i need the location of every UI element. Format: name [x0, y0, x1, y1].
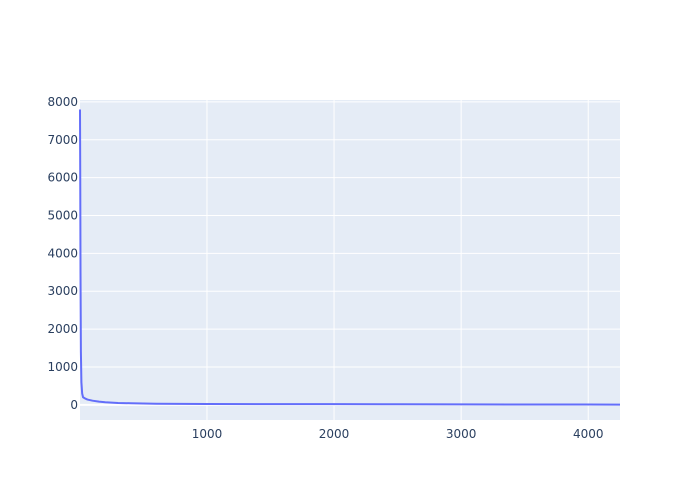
y-tick-label: 6000	[47, 171, 78, 185]
y-tick-label: 3000	[47, 284, 78, 298]
y-tick-label: 4000	[47, 246, 78, 260]
y-tick-label: 5000	[47, 209, 78, 223]
y-axis-tick-labels: 0 1000 2000 3000 4000 5000 6000 7000 8000	[47, 95, 78, 412]
x-axis-tick-labels: 1000 2000 3000 4000	[192, 427, 604, 441]
y-tick-label: 7000	[47, 133, 78, 147]
x-tick-label: 2000	[319, 427, 350, 441]
y-tick-label: 0	[70, 398, 78, 412]
plot-area	[80, 100, 620, 420]
x-tick-label: 3000	[446, 427, 477, 441]
y-tick-label: 1000	[47, 360, 78, 374]
series-line	[79, 109, 621, 406]
y-tick-label: 8000	[47, 95, 78, 109]
series-layer	[79, 109, 621, 406]
x-tick-label: 4000	[573, 427, 604, 441]
x-tick-label: 1000	[192, 427, 223, 441]
y-tick-label: 2000	[47, 322, 78, 336]
